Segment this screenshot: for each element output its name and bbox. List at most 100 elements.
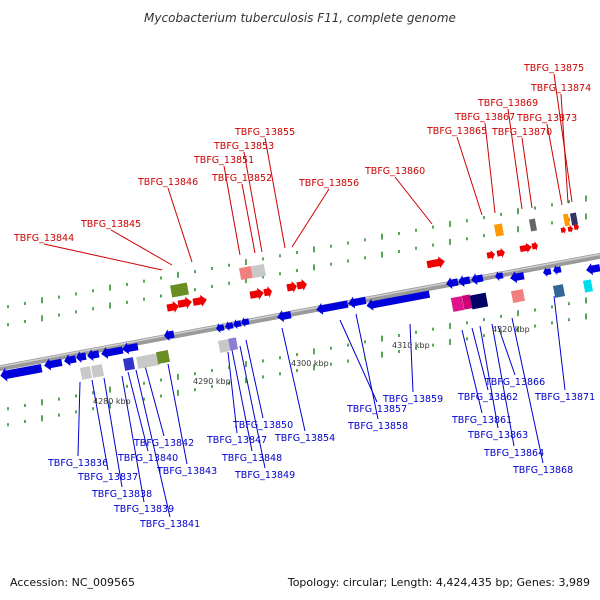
reverse-gene-arrow[interactable] [232, 318, 242, 329]
reverse-gene-label[interactable]: TBFG_13857 [346, 404, 407, 415]
reverse-gene-label[interactable]: TBFG_13843 [156, 466, 217, 477]
feature-box[interactable] [79, 366, 93, 380]
reverse-gene-label[interactable]: TBFG_13838 [91, 489, 152, 500]
forward-gene-arrow[interactable] [496, 247, 506, 258]
feature-box[interactable] [569, 212, 579, 226]
forward-gene-label[interactable]: TBFG_13869 [477, 98, 538, 109]
forward-gene-arrow[interactable] [531, 241, 539, 252]
feature-box[interactable] [552, 284, 566, 298]
feature-box[interactable] [469, 292, 489, 310]
reverse-gene-label[interactable]: TBFG_13839 [113, 504, 174, 515]
forward-gene-label[interactable]: TBFG_13867 [454, 112, 515, 123]
reverse-gene-label[interactable]: TBFG_13837 [77, 472, 138, 483]
reverse-gene-label[interactable]: TBFG_13863 [467, 430, 528, 441]
scale-label: 4320 kbp [492, 325, 530, 334]
reverse-gene-arrow[interactable] [240, 316, 250, 327]
feature-box[interactable] [90, 364, 105, 378]
forward-gene-arrow[interactable] [560, 226, 566, 235]
feature-box[interactable] [155, 349, 171, 365]
reverse-gene-arrow[interactable] [224, 320, 234, 331]
forward-gene-label[interactable]: TBFG_13852 [211, 173, 272, 184]
forward-gene-arrow[interactable] [286, 280, 298, 294]
reverse-gene-arrow[interactable] [86, 348, 100, 362]
forward-gene-label[interactable]: TBFG_13844 [13, 233, 74, 244]
forward-gene-arrow[interactable] [567, 225, 573, 234]
forward-gene-label[interactable]: TBFG_13875 [523, 63, 584, 74]
feature-box[interactable] [510, 288, 526, 304]
reverse-gene-arrow[interactable] [315, 298, 349, 316]
reverse-gene-arrow[interactable] [100, 344, 124, 360]
reverse-gene-arrow[interactable] [470, 272, 484, 286]
feature-box[interactable] [582, 279, 594, 293]
reverse-gene-arrow[interactable] [276, 309, 292, 323]
reverse-gene-label[interactable]: TBFG_13854 [274, 433, 335, 444]
forward-gene-label[interactable]: TBFG_13845 [80, 219, 141, 230]
reverse-gene-label[interactable]: TBFG_13847 [206, 435, 267, 446]
reverse-gene-label[interactable]: TBFG_13842 [133, 438, 194, 449]
reverse-gene-arrow[interactable] [121, 341, 139, 356]
forward-gene-label[interactable]: TBFG_13856 [298, 178, 359, 189]
feature-box[interactable] [170, 282, 189, 298]
feature-box[interactable] [136, 353, 160, 369]
reverse-gene-label[interactable]: TBFG_13868 [512, 465, 573, 476]
reverse-gene-label[interactable]: TBFG_13850 [232, 420, 293, 431]
reverse-gene-label[interactable]: TBFG_13864 [483, 448, 544, 459]
reverse-gene-arrow[interactable] [75, 350, 87, 364]
feature-box[interactable] [238, 265, 254, 281]
forward-gene-arrow[interactable] [192, 294, 208, 308]
reverse-gene-arrow[interactable] [445, 276, 459, 290]
reverse-gene-label[interactable]: TBFG_13840 [117, 453, 178, 464]
feature-box[interactable] [122, 357, 136, 371]
forward-gene-arrow[interactable] [177, 296, 193, 310]
feature-box[interactable] [450, 296, 465, 312]
reverse-gene-arrow[interactable] [542, 266, 552, 277]
forward-gene-arrow[interactable] [573, 223, 579, 232]
leader-line [553, 295, 566, 391]
forward-gene-arrow[interactable] [296, 278, 308, 292]
reverse-gene-arrow[interactable] [585, 262, 600, 276]
reverse-gene-label[interactable]: TBFG_13841 [139, 519, 200, 530]
reverse-gene-arrow[interactable] [215, 322, 225, 333]
feature-box[interactable] [461, 294, 473, 310]
forward-gene-arrow[interactable] [166, 300, 180, 314]
forward-gene-label[interactable]: TBFG_13851 [193, 155, 254, 166]
forward-gene-arrow[interactable] [249, 287, 265, 301]
reverse-gene-arrow[interactable] [457, 274, 471, 288]
reverse-gene-arrow[interactable] [347, 294, 367, 309]
forward-gene-arrow[interactable] [519, 242, 533, 254]
forward-gene-label[interactable]: TBFG_13870 [491, 127, 552, 138]
reverse-gene-arrow[interactable] [43, 356, 63, 371]
reverse-gene-arrow[interactable] [0, 361, 43, 382]
reverse-gene-arrow[interactable] [163, 328, 175, 342]
reverse-gene-arrow[interactable] [365, 288, 431, 312]
feature-box[interactable] [227, 337, 239, 351]
reverse-gene-label[interactable]: TBFG_13862 [457, 392, 518, 403]
reverse-gene-label[interactable]: TBFG_13866 [484, 377, 545, 388]
forward-gene-label[interactable]: TBFG_13846 [137, 177, 198, 188]
forward-gene-arrow[interactable] [486, 249, 496, 260]
forward-gene-label[interactable]: TBFG_13855 [234, 127, 295, 138]
feature-box[interactable] [217, 339, 231, 353]
reverse-gene-label[interactable]: TBFG_13849 [234, 470, 295, 481]
feature-box[interactable] [562, 213, 571, 227]
feature-box[interactable] [251, 263, 266, 279]
forward-gene-label[interactable]: TBFG_13865 [426, 126, 487, 137]
reverse-gene-arrow[interactable] [63, 353, 77, 367]
reverse-gene-arrow[interactable] [552, 264, 562, 275]
forward-gene-arrow[interactable] [426, 255, 446, 270]
forward-gene-label[interactable]: TBFG_13874 [530, 83, 591, 94]
feature-box[interactable] [528, 218, 538, 232]
reverse-gene-label[interactable]: TBFG_13861 [451, 415, 512, 426]
forward-gene-label[interactable]: TBFG_13860 [364, 166, 425, 177]
forward-gene-arrow[interactable] [263, 285, 273, 298]
forward-gene-label[interactable]: TBFG_13853 [213, 141, 274, 152]
reverse-gene-label[interactable]: TBFG_13848 [221, 453, 282, 464]
reverse-gene-label[interactable]: TBFG_13871 [534, 392, 595, 403]
reverse-gene-label[interactable]: TBFG_13859 [382, 394, 443, 405]
reverse-gene-label[interactable]: TBFG_13836 [47, 458, 108, 469]
reverse-gene-label[interactable]: TBFG_13858 [347, 421, 408, 432]
reverse-gene-arrow[interactable] [509, 270, 525, 284]
feature-box[interactable] [493, 223, 505, 237]
forward-gene-label[interactable]: TBFG_13873 [516, 113, 577, 124]
reverse-gene-arrow[interactable] [494, 270, 504, 281]
